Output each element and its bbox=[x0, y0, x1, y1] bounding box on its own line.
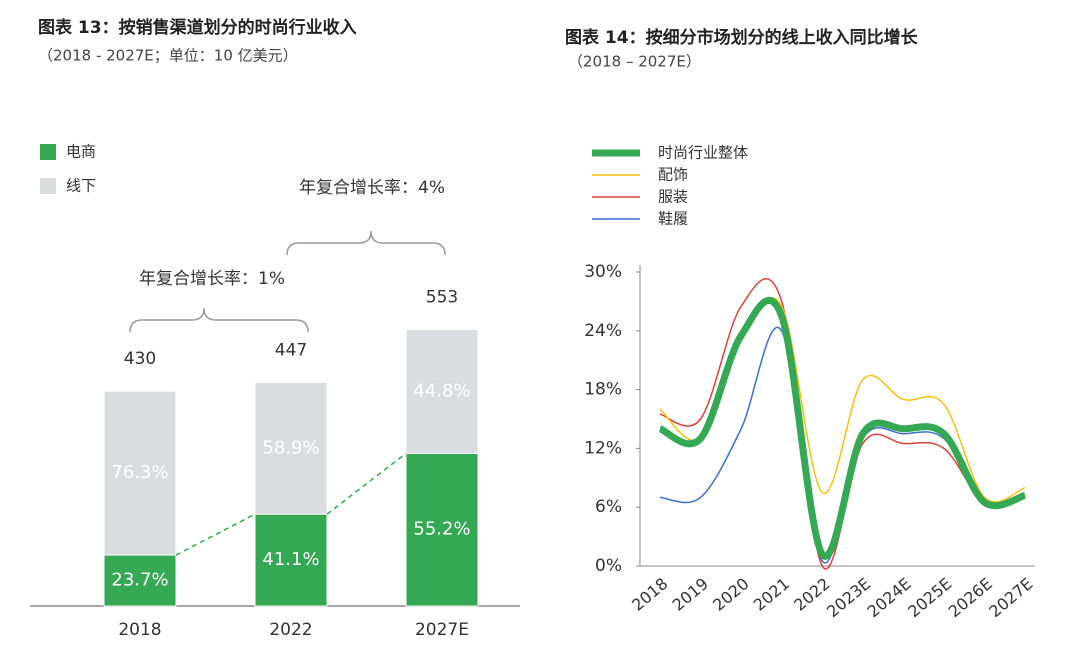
brace bbox=[129, 307, 309, 333]
annotation: 年复合增长率：1% bbox=[139, 269, 285, 289]
y-tick-label: 12% bbox=[584, 438, 622, 458]
total-label: 553 bbox=[426, 288, 458, 308]
x-tick-label: 2022 bbox=[269, 620, 312, 640]
data-label: 23.7% bbox=[111, 570, 168, 591]
annotation: 年复合增长率：4% bbox=[299, 178, 445, 198]
y-tick-label: 6% bbox=[595, 497, 622, 517]
x-tick-label: 2025E bbox=[904, 574, 955, 621]
legend-label: 鞋履 bbox=[658, 210, 688, 228]
series-line bbox=[658, 297, 1027, 560]
chart-title: 图表 14：按细分市场划分的线上收入同比增长 bbox=[565, 27, 919, 48]
y-tick-label: 0% bbox=[595, 556, 622, 576]
data-label: 76.3% bbox=[111, 462, 168, 483]
x-tick-label: 2019 bbox=[669, 574, 712, 615]
x-tick-label: 2020 bbox=[709, 574, 752, 615]
bar-segment bbox=[254, 382, 328, 515]
chart-title: 图表 13：按销售渠道划分的时尚行业收入 bbox=[38, 17, 357, 38]
total-label: 430 bbox=[124, 349, 156, 369]
legend-label: 电商 bbox=[66, 143, 96, 161]
x-tick-label: 2027E bbox=[985, 574, 1036, 621]
bar-segment bbox=[103, 390, 177, 556]
data-label: 41.1% bbox=[262, 549, 319, 570]
trend-line bbox=[326, 452, 407, 515]
bar-segment bbox=[254, 513, 328, 607]
y-tick-label: 18% bbox=[584, 380, 622, 400]
data-label: 44.8% bbox=[413, 380, 470, 401]
x-tick-label: 2026E bbox=[945, 574, 996, 621]
trend-line bbox=[175, 513, 256, 556]
legend-label: 线下 bbox=[66, 177, 96, 195]
brace bbox=[286, 230, 446, 256]
y-tick-label: 24% bbox=[584, 321, 622, 341]
bar-segment bbox=[103, 554, 177, 607]
y-tick-label: 30% bbox=[584, 262, 622, 282]
data-label: 55.2% bbox=[413, 519, 470, 540]
bar-segment bbox=[405, 329, 479, 454]
legend-swatch bbox=[40, 144, 56, 160]
legend-label: 服装 bbox=[658, 188, 688, 206]
legend-label: 配饰 bbox=[658, 166, 688, 184]
chart-subtitle: （2018 – 2027E） bbox=[568, 53, 701, 71]
x-tick-label: 2018 bbox=[628, 574, 671, 615]
x-tick-label: 2023E bbox=[823, 574, 874, 621]
legend-swatch bbox=[40, 178, 56, 194]
data-label: 58.9% bbox=[262, 437, 319, 458]
legend-label: 时尚行业整体 bbox=[658, 144, 748, 162]
total-label: 447 bbox=[275, 341, 307, 361]
series-line bbox=[659, 278, 1026, 570]
x-tick-label: 2024E bbox=[864, 574, 915, 621]
bar-segment bbox=[405, 452, 479, 607]
chart-subtitle: （2018 - 2027E；单位：10 亿美元） bbox=[38, 47, 298, 65]
x-tick-label: 2021 bbox=[750, 574, 793, 615]
x-tick-label: 2018 bbox=[118, 620, 161, 640]
x-tick-label: 2027E bbox=[415, 620, 469, 640]
